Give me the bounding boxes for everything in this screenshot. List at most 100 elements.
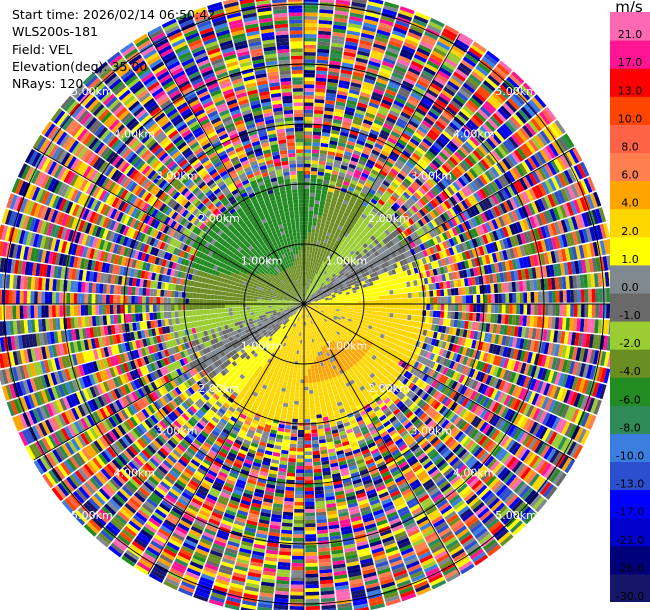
velocity-gate [490, 207, 498, 219]
velocity-gate [318, 19, 333, 25]
velocity-gate [362, 283, 367, 288]
velocity-gate [593, 191, 602, 207]
velocity-gate [334, 104, 345, 111]
velocity-gate [311, 149, 320, 154]
velocity-gate [321, 190, 328, 195]
velocity-gate [366, 108, 377, 116]
velocity-gate [319, 241, 324, 246]
velocity-gate [382, 291, 387, 296]
velocity-gate [308, 279, 311, 284]
velocity-gate [532, 214, 540, 228]
velocity-gate [514, 208, 523, 221]
velocity-gate [331, 254, 336, 259]
velocity-gate [345, 173, 353, 180]
velocity-gate [429, 269, 435, 277]
velocity-gate [364, 182, 372, 189]
velocity-gate [309, 264, 313, 269]
velocity-gate [328, 286, 332, 290]
velocity-gate [537, 132, 548, 146]
velocity-gate [451, 236, 459, 246]
velocity-gate [304, 70, 316, 74]
velocity-gate [491, 219, 499, 230]
velocity-gate [426, 297, 430, 304]
velocity-gate [314, 286, 318, 290]
velocity-gate [424, 167, 434, 177]
velocity-gate [482, 245, 489, 255]
velocity-gate [382, 57, 396, 65]
velocity-gate [458, 252, 464, 262]
velocity-gate [379, 278, 384, 284]
velocity-gate [325, 235, 330, 241]
velocity-gate [306, 294, 309, 298]
velocity-gate [304, 131, 313, 135]
velocity-gate [366, 286, 371, 291]
velocity-gate [494, 293, 499, 303]
velocity-gate [338, 276, 344, 281]
velocity-gate [376, 221, 383, 228]
velocity-gate [444, 221, 452, 230]
velocity-gate [318, 160, 326, 166]
velocity-gate [571, 231, 579, 245]
velocity-gate [357, 253, 363, 259]
velocity-gate [364, 115, 374, 123]
velocity-gate [522, 191, 531, 204]
velocity-gate [541, 181, 551, 195]
velocity-gate [304, 12, 318, 17]
velocity-gate [575, 245, 582, 260]
velocity-gate [339, 246, 344, 252]
velocity-gate [509, 248, 516, 259]
velocity-gate [323, 257, 327, 263]
velocity-gate [315, 278, 319, 283]
velocity-gate [344, 110, 355, 116]
velocity-gate [395, 121, 406, 129]
velocity-gate [329, 180, 336, 186]
velocity-gate [494, 262, 500, 273]
velocity-gate [547, 223, 555, 237]
velocity-gate [397, 138, 408, 147]
velocity-gate [377, 283, 382, 288]
velocity-gate [334, 14, 349, 20]
velocity-gate [340, 286, 345, 290]
velocity-gate [415, 297, 420, 304]
velocity-gate [553, 191, 563, 205]
velocity-gate [502, 249, 509, 261]
velocity-gate [413, 54, 427, 63]
velocity-gate [493, 283, 499, 294]
velocity-gate [428, 254, 434, 263]
velocity-gate [315, 225, 321, 230]
velocity-gate [368, 132, 378, 140]
velocity-gate [579, 161, 590, 177]
velocity-gate [351, 287, 357, 291]
velocity-gate [342, 292, 347, 296]
velocity-gate [334, 156, 343, 162]
velocity-gate [304, 88, 315, 92]
velocity-gate [422, 249, 429, 257]
velocity-gate [312, 221, 317, 226]
velocity-gate [361, 297, 366, 301]
velocity-gate [427, 221, 435, 230]
velocity-gate [547, 178, 557, 192]
velocity-gate [447, 311, 452, 319]
velocity-gate [337, 213, 344, 219]
velocity-gate [545, 209, 554, 223]
velocity-gate [461, 232, 469, 242]
velocity-gate [408, 172, 417, 181]
velocity-gate [362, 81, 375, 88]
velocity-gate [491, 149, 502, 162]
velocity-gate [347, 26, 361, 33]
velocity-gate [304, 23, 318, 28]
velocity-gate [359, 239, 365, 246]
velocity-gate [309, 268, 312, 273]
velocity-gate [307, 286, 310, 291]
velocity-gate [304, 224, 308, 229]
velocity-gate [507, 211, 516, 223]
velocity-gate [384, 119, 395, 128]
velocity-gate [372, 166, 381, 173]
velocity-gate [361, 300, 366, 304]
velocity-gate [322, 278, 326, 283]
velocity-gate [304, 297, 307, 301]
velocity-gate [472, 114, 484, 125]
velocity-gate [453, 71, 466, 82]
velocity-gate [329, 206, 335, 212]
velocity-gate [464, 141, 475, 152]
